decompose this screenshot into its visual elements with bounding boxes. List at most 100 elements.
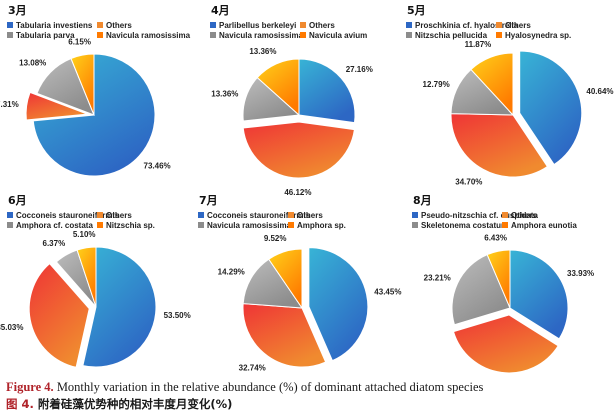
legend-swatch <box>7 22 13 28</box>
pie-slice-navicula-avium <box>256 58 300 117</box>
legend-swatch <box>288 222 294 228</box>
pie-slice-navicula-ramosissima <box>70 53 95 116</box>
legend-entry-cocconeis-stauroneiformis: Cocconeis stauroneiformis <box>16 211 120 220</box>
data-label: 43.45% <box>374 288 401 297</box>
data-label: 11.87% <box>465 40 492 49</box>
legend-swatch <box>210 22 216 28</box>
data-label: 12.79% <box>423 80 450 89</box>
legend-entry-amphora-eunotia: Amphora eunotia <box>511 221 577 230</box>
pie-slice-others <box>242 303 327 368</box>
caption-en-text: Monthly variation in the relative abunda… <box>53 380 484 394</box>
data-label: 7.31% <box>0 100 19 109</box>
data-label: 9.52% <box>264 234 287 243</box>
legend-swatch <box>406 32 412 38</box>
data-label: 40.64% <box>586 87 613 96</box>
figure-caption-zh: 图 4. 附着硅藻优势种的相对丰度月变化(%) <box>6 396 232 412</box>
legend-swatch <box>7 32 13 38</box>
data-label: 13.36% <box>211 90 238 99</box>
legend-entry-others: Others <box>106 211 132 220</box>
caption-zh-label: 图 4. <box>6 397 34 411</box>
data-label: 6.37% <box>43 239 66 248</box>
data-label: 27.16% <box>346 65 373 74</box>
data-label: 13.08% <box>19 59 46 68</box>
legend-entry-proschkinia-cf-hyalosirella: Proschkinia cf. hyalosirella <box>415 21 519 30</box>
legend-entry-nitzschia-pellucida: Nitzschia pellucida <box>415 31 488 40</box>
data-label: 14.29% <box>218 268 245 277</box>
legend-swatch <box>210 32 216 38</box>
pie-slice-nitzschia-sp <box>76 246 97 308</box>
legend-entry-pseudo-nitzschia-cf-cuspidata: Pseudo-nitzschia cf. cuspidata <box>421 211 538 220</box>
legend-swatch <box>97 22 103 28</box>
data-label: 13.36% <box>249 47 276 56</box>
data-label: 73.46% <box>144 161 171 170</box>
legend-swatch <box>502 222 508 228</box>
data-label: 46.12% <box>284 188 311 197</box>
pie-title: 7月 <box>199 194 218 207</box>
legend-entry-navicula-avium: Navicula avium <box>309 31 367 40</box>
pie-slice-amphora-eunotia <box>486 249 511 309</box>
pie-slice-amphora-sp <box>268 248 303 310</box>
data-label: 6.15% <box>68 37 91 46</box>
pie-panel-1: 3月 Tabularia investiens Others Tabularia pa… <box>0 4 191 177</box>
legend-entry-others: Others <box>106 21 132 30</box>
legend-entry-others: Others <box>297 211 323 220</box>
legend-entry-navicula-ramosissima: Navicula ramosissima <box>106 31 191 40</box>
legend-entry-tabularia-investiens: Tabularia investiens <box>16 21 93 30</box>
data-label: 23.21% <box>424 274 451 283</box>
legend-entry-others: Others <box>511 211 537 220</box>
caption-en-label: Figure 4. <box>6 380 54 394</box>
figure-caption-en: Figure 4. Monthly variation in the relat… <box>6 380 483 395</box>
legend-swatch <box>288 212 294 218</box>
pie-slice-cocconeis-stauroneiformis <box>308 247 369 362</box>
data-label: 35.03% <box>0 323 24 332</box>
data-label: 6.43% <box>484 234 507 243</box>
data-label: 32.74% <box>239 364 266 373</box>
pie-title: 3月 <box>8 4 27 17</box>
legend-swatch <box>496 22 502 28</box>
legend-swatch <box>198 212 204 218</box>
legend-entry-parlibellus-berkeleyi: Parlibellus berkeleyi <box>219 21 296 30</box>
pie-slice-cocconeis-stauroneiformis <box>82 246 157 368</box>
pie-slice-others <box>28 262 90 368</box>
caption-zh-text: 附着硅藻优势种的相对丰度月变化(%) <box>33 397 233 411</box>
data-label: 33.93% <box>567 269 594 278</box>
legend-swatch <box>496 32 502 38</box>
legend-swatch <box>300 22 306 28</box>
data-label: 53.50% <box>164 311 191 320</box>
legend-entry-amphora-sp: Amphora sp. <box>297 221 346 230</box>
legend-entry-cocconeis-stauroneiformis: Cocconeis stauroneiformis <box>207 211 311 220</box>
pie-slice-others <box>452 314 559 374</box>
pie-panel-6: 8月 Pseudo-nitzschia cf. cuspidataOthersSk… <box>412 194 594 374</box>
pie-panel-2: 4月 Parlibellus berkeleyi Others Navicula ra… <box>210 4 373 197</box>
legend-swatch <box>7 222 13 228</box>
legend-entry-nitzschia-sp: Nitzschia sp. <box>106 221 155 230</box>
pie-slice-parlibellus-berkeleyi <box>298 58 356 124</box>
legend-entry-tabularia-parva: Tabularia parva <box>16 31 75 40</box>
legend-entry-navicula-ramosissima: Navicula ramosissima <box>207 221 292 230</box>
legend-swatch <box>412 212 418 218</box>
pie-slice-pseudo-nitzschia-cf-cuspidata <box>509 249 569 340</box>
pie-title: 5月 <box>407 4 426 17</box>
legend-entry-navicula-ramosissima: Navicula ramosissima <box>219 31 304 40</box>
data-label: 5.10% <box>73 230 96 239</box>
legend-swatch <box>198 222 204 228</box>
pie-slice-others <box>242 121 355 179</box>
legend-entry-others: Others <box>505 21 531 30</box>
pie-slice-hyalosynedra-sp <box>470 52 514 117</box>
legend-swatch <box>97 212 103 218</box>
legend-entry-amphora-cf-costata: Amphora cf. costata <box>16 221 93 230</box>
legend-swatch <box>97 222 103 228</box>
pie-slice-proschkinia-cf-hyalosirella <box>519 50 583 166</box>
legend-swatch <box>300 32 306 38</box>
legend-swatch <box>406 22 412 28</box>
pie-slice-skeletonema-costatum <box>451 254 511 326</box>
pie-title: 8月 <box>413 194 432 207</box>
legend-entry-hyalosynedra-sp: Hyalosynedra sp. <box>505 31 571 40</box>
legend-entry-skeletonema-costatum: Skeletonema costatum <box>421 221 508 230</box>
legend-swatch <box>97 32 103 38</box>
pie-title: 6月 <box>8 194 27 207</box>
legend-swatch <box>412 222 418 228</box>
